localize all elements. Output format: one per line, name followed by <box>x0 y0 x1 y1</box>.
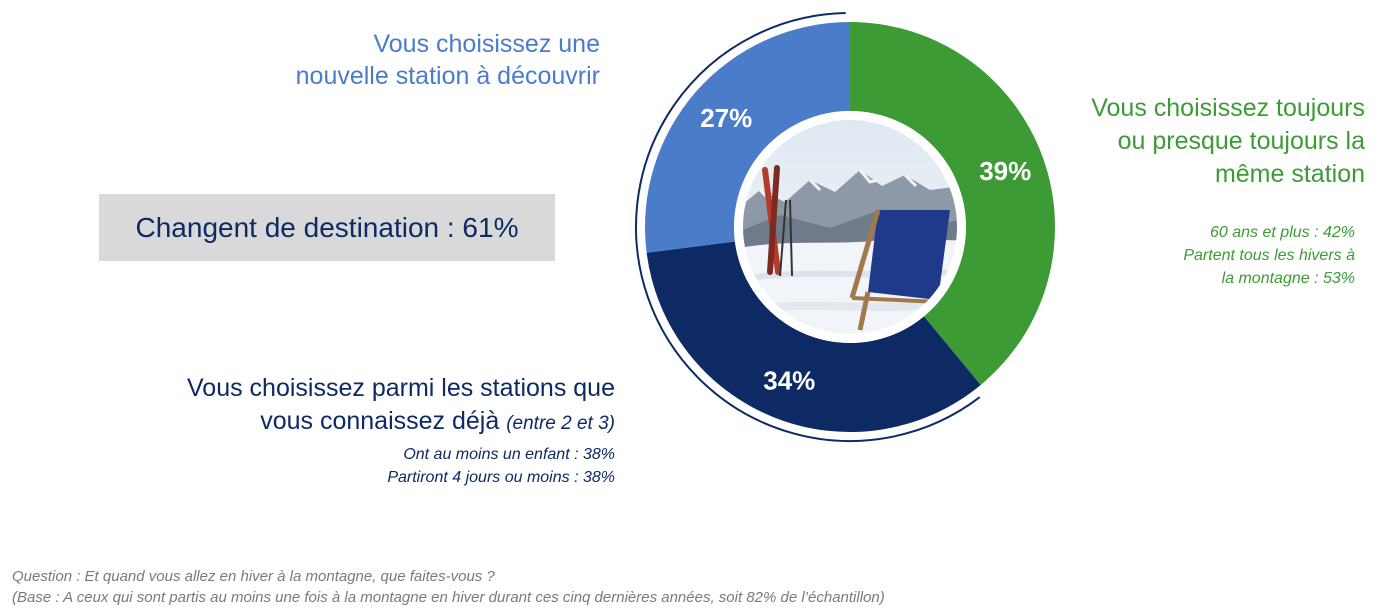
label-same-station-details: 60 ans et plus : 42% Partent tous les hi… <box>1183 224 1355 287</box>
pct-label-known-stations: 34% <box>763 365 815 395</box>
donut-chart: 39% 34% 27% <box>635 12 1055 442</box>
slice-same-station <box>850 22 1055 385</box>
pct-label-new-station: 27% <box>700 103 752 133</box>
label-known-stations: Vous choisissez parmi les stations que v… <box>187 374 615 435</box>
footer-note: Question : Et quand vous allez en hiver … <box>12 568 885 606</box>
label-new-station: Vous choisissez une nouvelle station à d… <box>295 30 600 90</box>
skis-icon <box>762 165 793 277</box>
pct-label-same-station: 39% <box>979 156 1031 186</box>
summary-box: Changent de destination : 61% <box>99 194 555 261</box>
outer-bracket-arc <box>635 12 981 442</box>
slice-known-stations <box>646 241 981 432</box>
label-known-stations-details: Ont au moins un enfant : 38% Partiront 4… <box>387 446 615 486</box>
label-same-station: Vous choisissez toujours ou presque touj… <box>1091 94 1365 188</box>
slice-new-station <box>645 21 850 253</box>
